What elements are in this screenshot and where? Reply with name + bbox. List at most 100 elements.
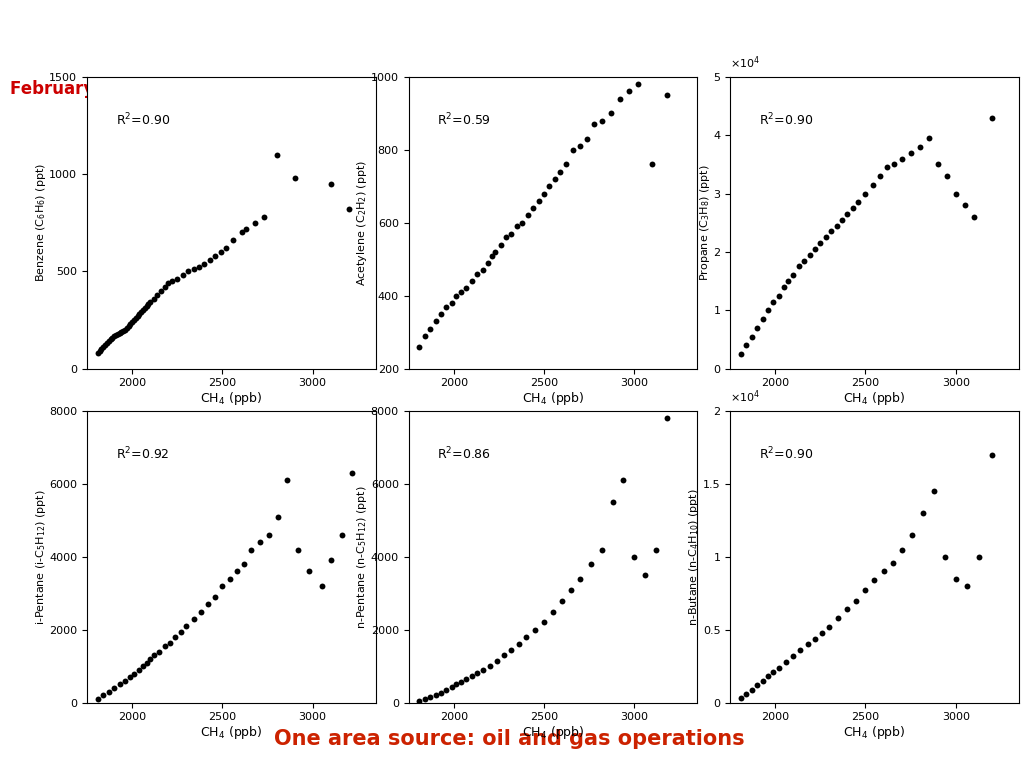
Point — [334, 528, 350, 541]
Point — [621, 85, 637, 98]
Point — [594, 544, 610, 556]
Point — [197, 257, 213, 270]
Point — [771, 290, 787, 302]
Point — [503, 227, 519, 240]
Point — [845, 202, 861, 214]
Text: R$^2$=0.90: R$^2$=0.90 — [116, 112, 170, 128]
Point — [438, 684, 455, 696]
Text: R$^2$=0.92: R$^2$=0.92 — [116, 446, 169, 462]
Text: R$^2$=0.59: R$^2$=0.59 — [437, 112, 490, 128]
Point — [145, 293, 162, 305]
Point — [760, 670, 776, 683]
Point — [110, 327, 126, 339]
Point — [765, 296, 781, 308]
Point — [812, 237, 828, 250]
Point — [834, 214, 850, 226]
Point — [526, 624, 543, 636]
Point — [122, 318, 138, 330]
Point — [135, 304, 152, 316]
Point — [126, 314, 142, 326]
Point — [433, 687, 450, 699]
Point — [212, 246, 228, 258]
Point — [469, 268, 485, 280]
Point — [886, 158, 902, 170]
Point — [552, 165, 568, 177]
Point — [749, 679, 765, 691]
Y-axis label: Benzene (C$_6$H$_6$) (ppt): Benzene (C$_6$H$_6$) (ppt) — [34, 164, 48, 282]
Point — [453, 675, 469, 687]
Point — [733, 348, 750, 360]
Point — [247, 217, 263, 229]
Point — [509, 220, 525, 233]
Text: $\times 10^4$: $\times 10^4$ — [730, 55, 760, 71]
Point — [474, 264, 490, 276]
Point — [956, 199, 973, 211]
Point — [571, 573, 588, 585]
Point — [218, 242, 234, 254]
Text: R$^2$=0.90: R$^2$=0.90 — [759, 446, 813, 462]
Point — [185, 263, 202, 276]
Point — [800, 638, 816, 650]
Text: $\times 10^4$: $\times 10^4$ — [730, 389, 760, 406]
Point — [947, 573, 964, 585]
Point — [236, 558, 252, 570]
Point — [785, 269, 802, 281]
Point — [341, 203, 357, 215]
Point — [615, 474, 632, 486]
Point — [90, 693, 106, 705]
Point — [214, 580, 230, 592]
Point — [121, 319, 137, 332]
Point — [937, 551, 953, 563]
Point — [104, 331, 121, 343]
Point — [443, 681, 460, 694]
Point — [105, 682, 122, 694]
Point — [511, 638, 527, 650]
Point — [167, 631, 183, 644]
Point — [90, 347, 106, 359]
Point — [481, 660, 498, 673]
Point — [658, 89, 675, 101]
Point — [857, 584, 873, 597]
Point — [422, 323, 438, 335]
Point — [287, 172, 303, 184]
Point — [427, 690, 443, 702]
Point — [984, 449, 1000, 461]
Point — [443, 297, 460, 310]
Point — [514, 217, 530, 229]
Point — [124, 316, 140, 328]
Point — [112, 678, 128, 690]
Point — [776, 281, 793, 293]
Point — [122, 671, 138, 684]
Point — [190, 261, 207, 273]
Point — [185, 613, 202, 625]
Point — [830, 612, 847, 624]
X-axis label: CH$_4$ (ppb): CH$_4$ (ppb) — [521, 723, 585, 741]
Point — [108, 329, 124, 341]
Point — [323, 554, 339, 567]
Point — [563, 584, 580, 596]
Point — [100, 686, 117, 698]
Point — [602, 107, 618, 119]
Point — [152, 645, 168, 657]
Point — [323, 177, 339, 190]
Point — [644, 158, 660, 170]
Text: One area source: oil and gas operations: One area source: oil and gas operations — [274, 729, 744, 750]
Point — [256, 210, 272, 223]
Point — [480, 257, 497, 269]
Point — [126, 667, 142, 680]
Point — [587, 118, 603, 131]
Point — [234, 227, 251, 239]
Point — [791, 260, 807, 273]
Point — [828, 220, 845, 232]
Point — [793, 644, 809, 657]
Point — [290, 544, 306, 556]
Point — [142, 653, 159, 665]
Point — [911, 141, 928, 153]
Point — [850, 196, 866, 208]
Point — [871, 170, 888, 182]
Point — [840, 603, 856, 615]
Point — [658, 412, 675, 424]
Point — [525, 202, 542, 214]
Point — [135, 660, 152, 673]
Point — [939, 170, 955, 182]
